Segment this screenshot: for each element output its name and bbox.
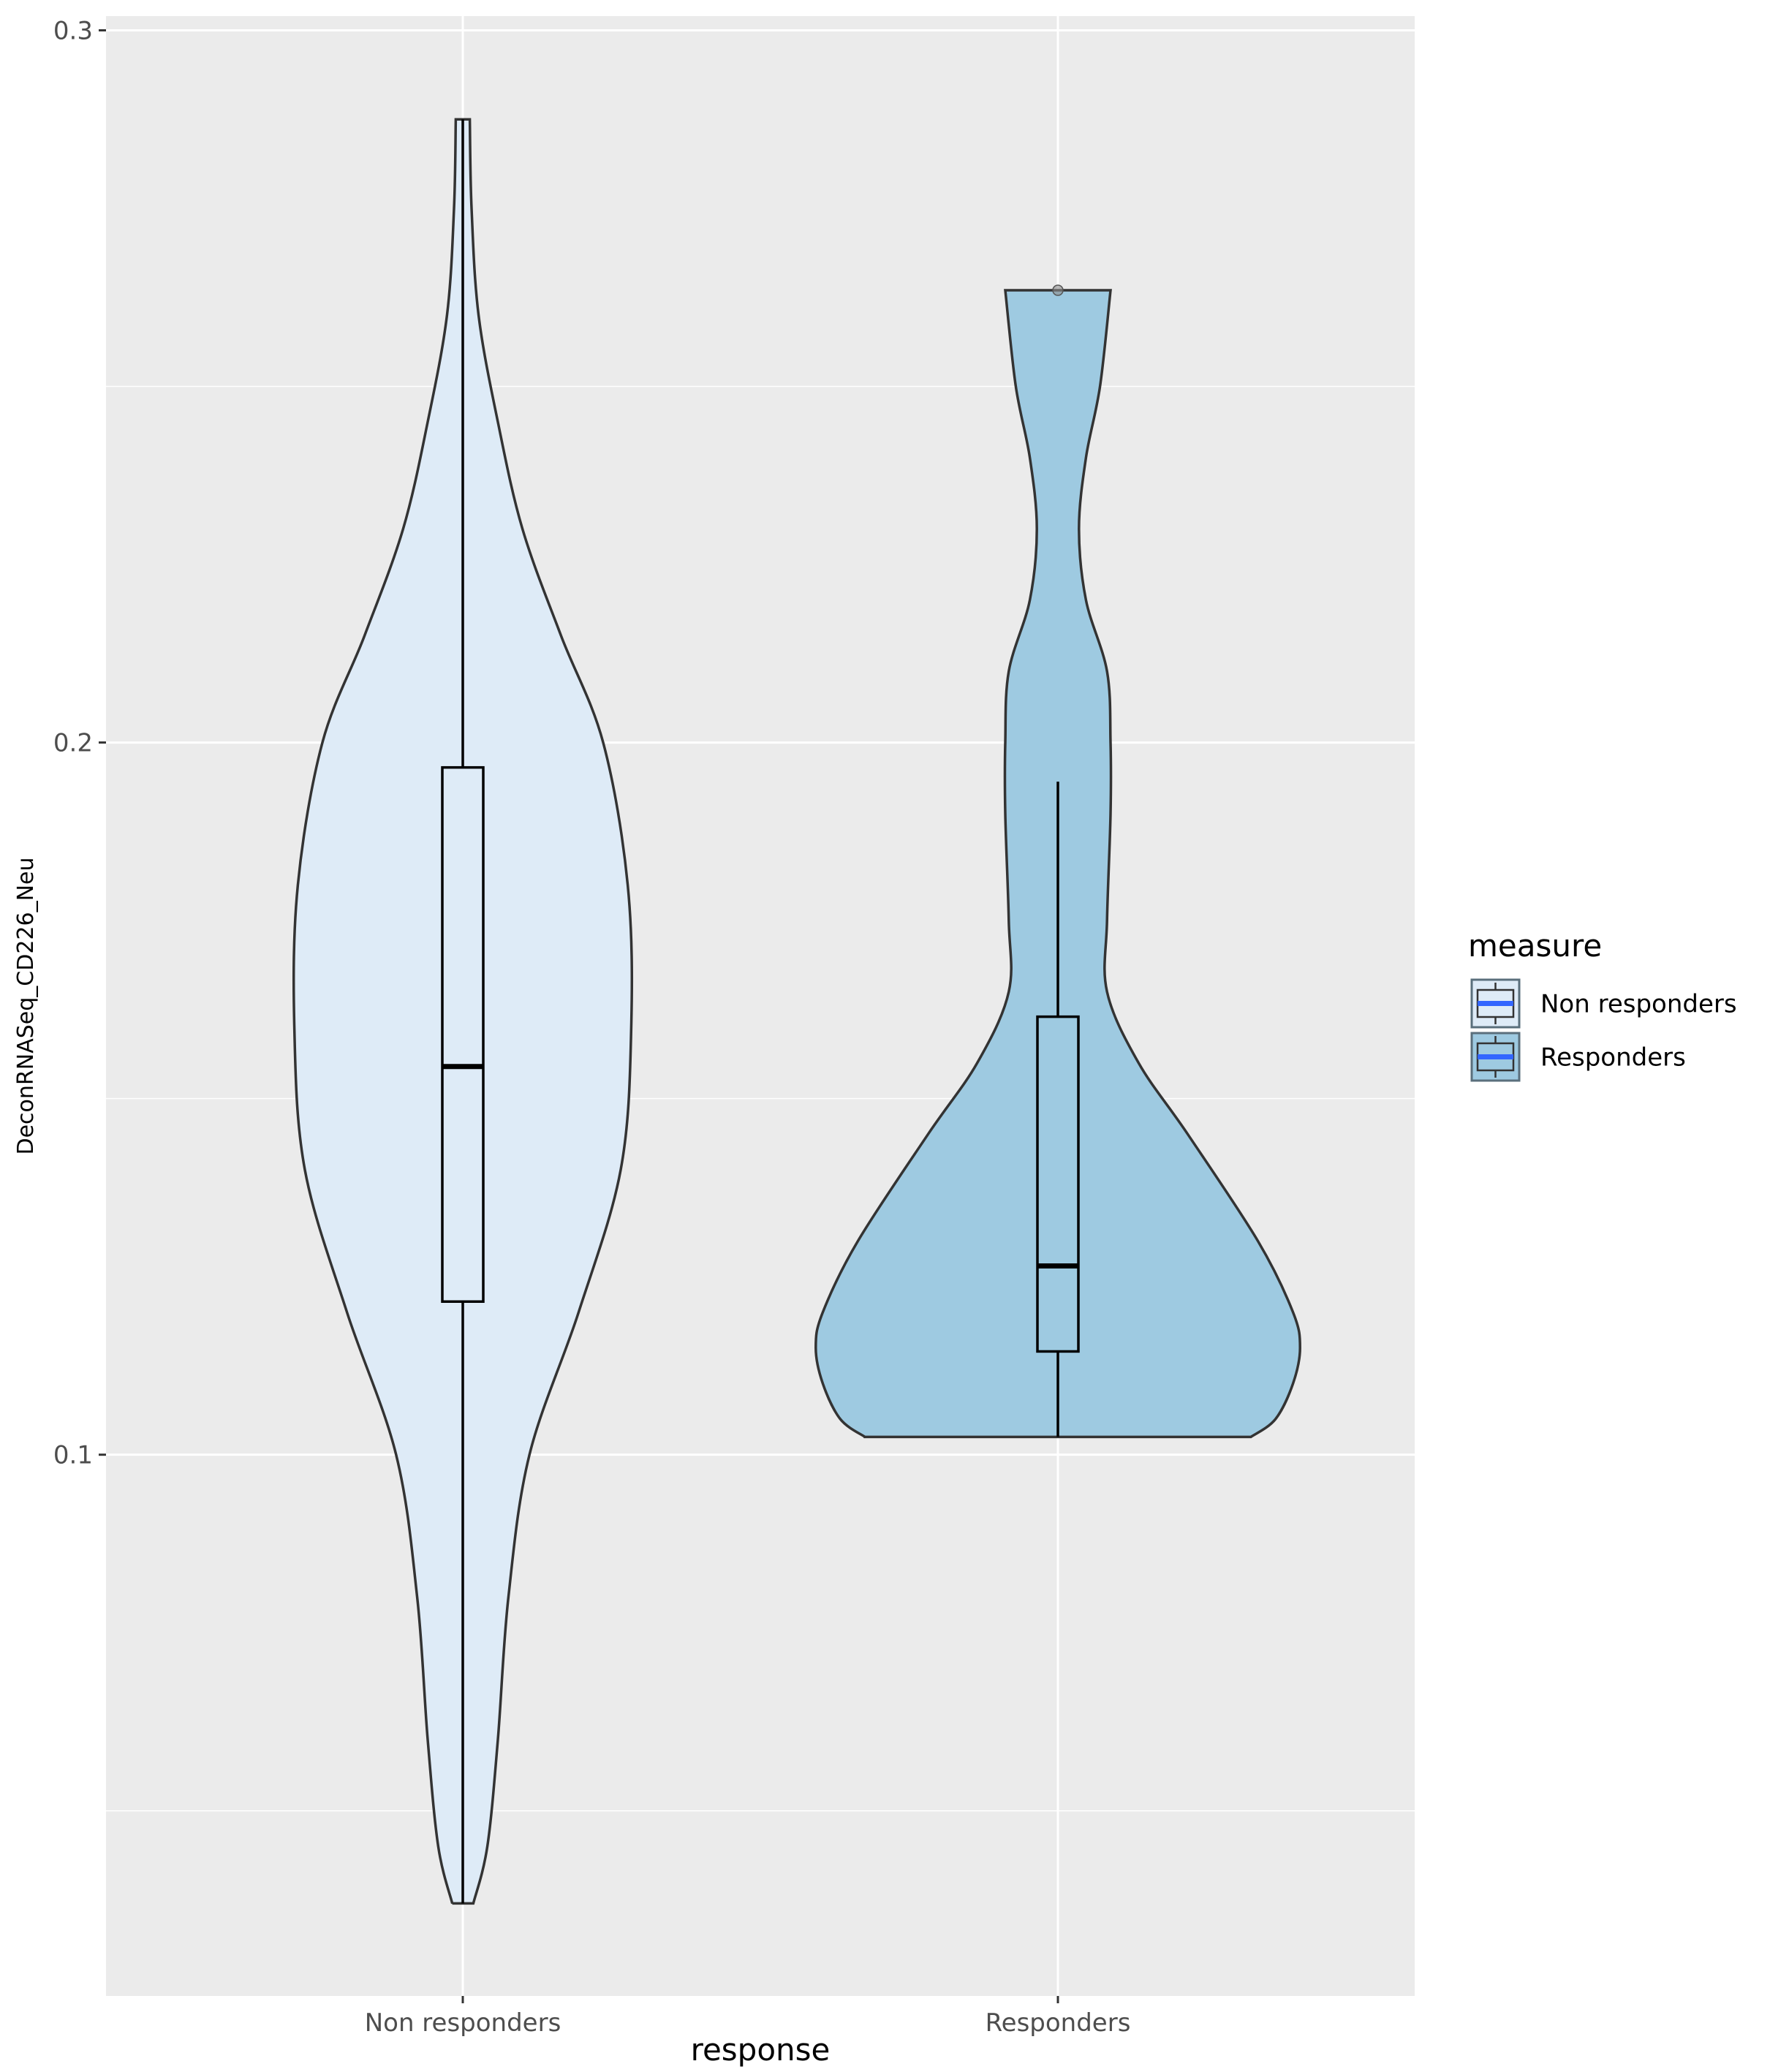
x-axis-title: response: [691, 2032, 831, 2068]
legend: measure Non responders Responders: [1468, 928, 1737, 1082]
y-axis-title: DeconRNASeq_CD226_Neu: [13, 858, 39, 1155]
x-axis: Non responders Responders: [365, 1996, 1131, 2038]
y-tick-label-2: 0.3: [53, 16, 93, 45]
y-tick-label-0: 0.1: [53, 1441, 93, 1470]
legend-label-1: Responders: [1540, 1043, 1686, 1073]
y-tick-label-1: 0.2: [53, 729, 93, 758]
box-1: [1036, 1015, 1080, 1353]
boxplots: [441, 119, 1080, 1904]
box-0: [441, 765, 485, 1304]
legend-key-0: [1470, 978, 1521, 1029]
legend-key-1: [1470, 1032, 1521, 1082]
outlier-1-0: [1052, 284, 1064, 296]
legend-title: measure: [1468, 928, 1602, 964]
x-tick-label-0: Non responders: [365, 2008, 561, 2038]
legend-label-0: Non responders: [1540, 990, 1737, 1019]
x-tick-label-1: Responders: [986, 2008, 1131, 2038]
y-axis: 0.1 0.2 0.3: [53, 16, 106, 1470]
